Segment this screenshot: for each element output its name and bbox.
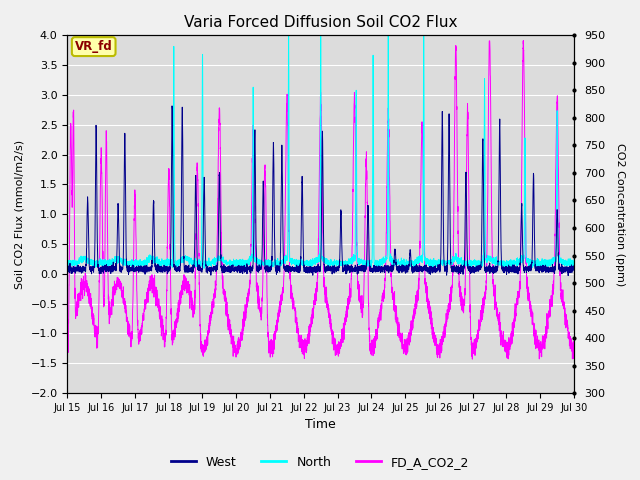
Y-axis label: CO2 Concentration (ppm): CO2 Concentration (ppm) bbox=[615, 143, 625, 286]
Text: VR_fd: VR_fd bbox=[75, 40, 113, 53]
X-axis label: Time: Time bbox=[305, 419, 336, 432]
Y-axis label: Soil CO2 Flux (mmol/m2/s): Soil CO2 Flux (mmol/m2/s) bbox=[15, 140, 25, 289]
Title: Varia Forced Diffusion Soil CO2 Flux: Varia Forced Diffusion Soil CO2 Flux bbox=[184, 15, 458, 30]
Legend: West, North, FD_A_CO2_2: West, North, FD_A_CO2_2 bbox=[166, 451, 474, 474]
